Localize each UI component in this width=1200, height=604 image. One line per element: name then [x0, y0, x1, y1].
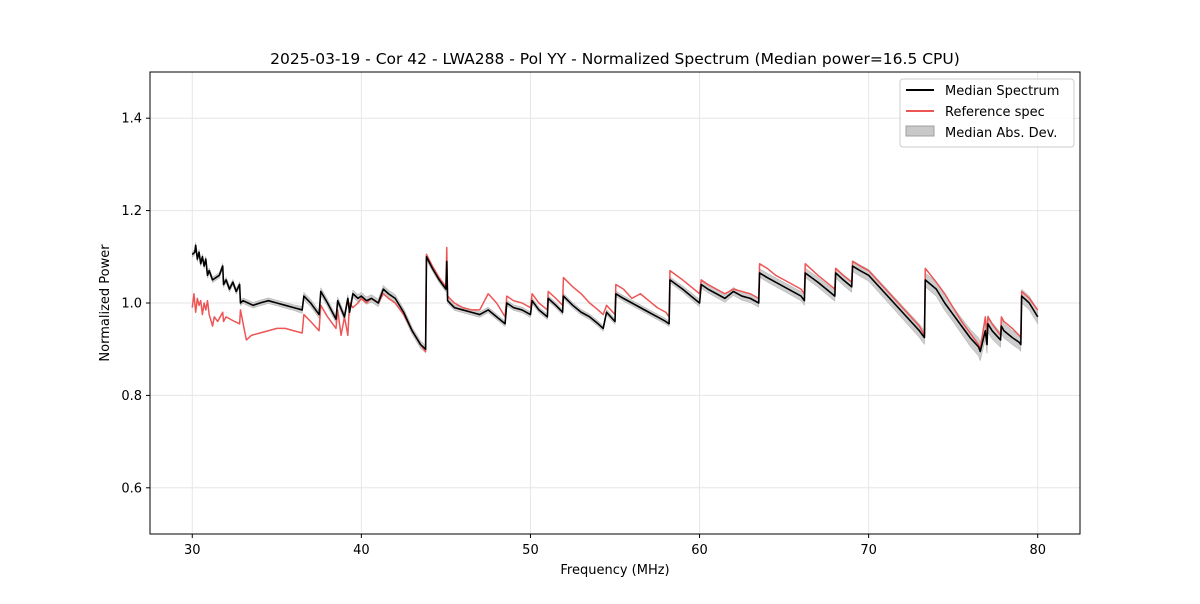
x-tick-label: 80 [1029, 543, 1046, 558]
legend-swatch-median-abs-dev [905, 125, 935, 137]
y-tick-label: 0.6 [121, 481, 142, 496]
series-layer [191, 244, 1039, 353]
y-axis: 0.6 0.8 1.0 1.2 1.4 [121, 112, 150, 496]
x-tick-label: 70 [860, 543, 877, 558]
x-tick-label: 40 [353, 543, 370, 558]
x-axis-label: Frequency (MHz) [560, 563, 669, 578]
series-median-spectrum-line [191, 244, 1039, 353]
y-axis-label: Normalized Power [98, 244, 113, 362]
mad-band [192, 242, 1038, 362]
legend: Median Spectrum Reference spec Median Ab… [899, 78, 1075, 148]
x-tick-label: 50 [522, 543, 539, 558]
y-tick-label: 0.8 [121, 389, 142, 404]
legend-label-median-spectrum: Median Spectrum [945, 84, 1059, 99]
y-tick-label: 1.2 [121, 204, 142, 219]
series-reference-spec-line [191, 246, 1039, 353]
chart-title: 2025-03-19 - Cor 42 - LWA288 - Pol YY - … [270, 50, 960, 68]
x-tick-label: 60 [691, 543, 708, 558]
x-tick-label: 30 [184, 543, 201, 558]
mad-band-layer [192, 242, 1038, 362]
legend-label-median-abs-dev: Median Abs. Dev. [945, 126, 1057, 141]
y-tick-label: 1.4 [121, 112, 142, 127]
y-tick-label: 1.0 [121, 297, 142, 312]
x-axis: 30 40 50 60 70 80 [184, 534, 1046, 558]
legend-label-reference-spec: Reference spec [945, 105, 1045, 120]
legend-box [899, 78, 1075, 148]
